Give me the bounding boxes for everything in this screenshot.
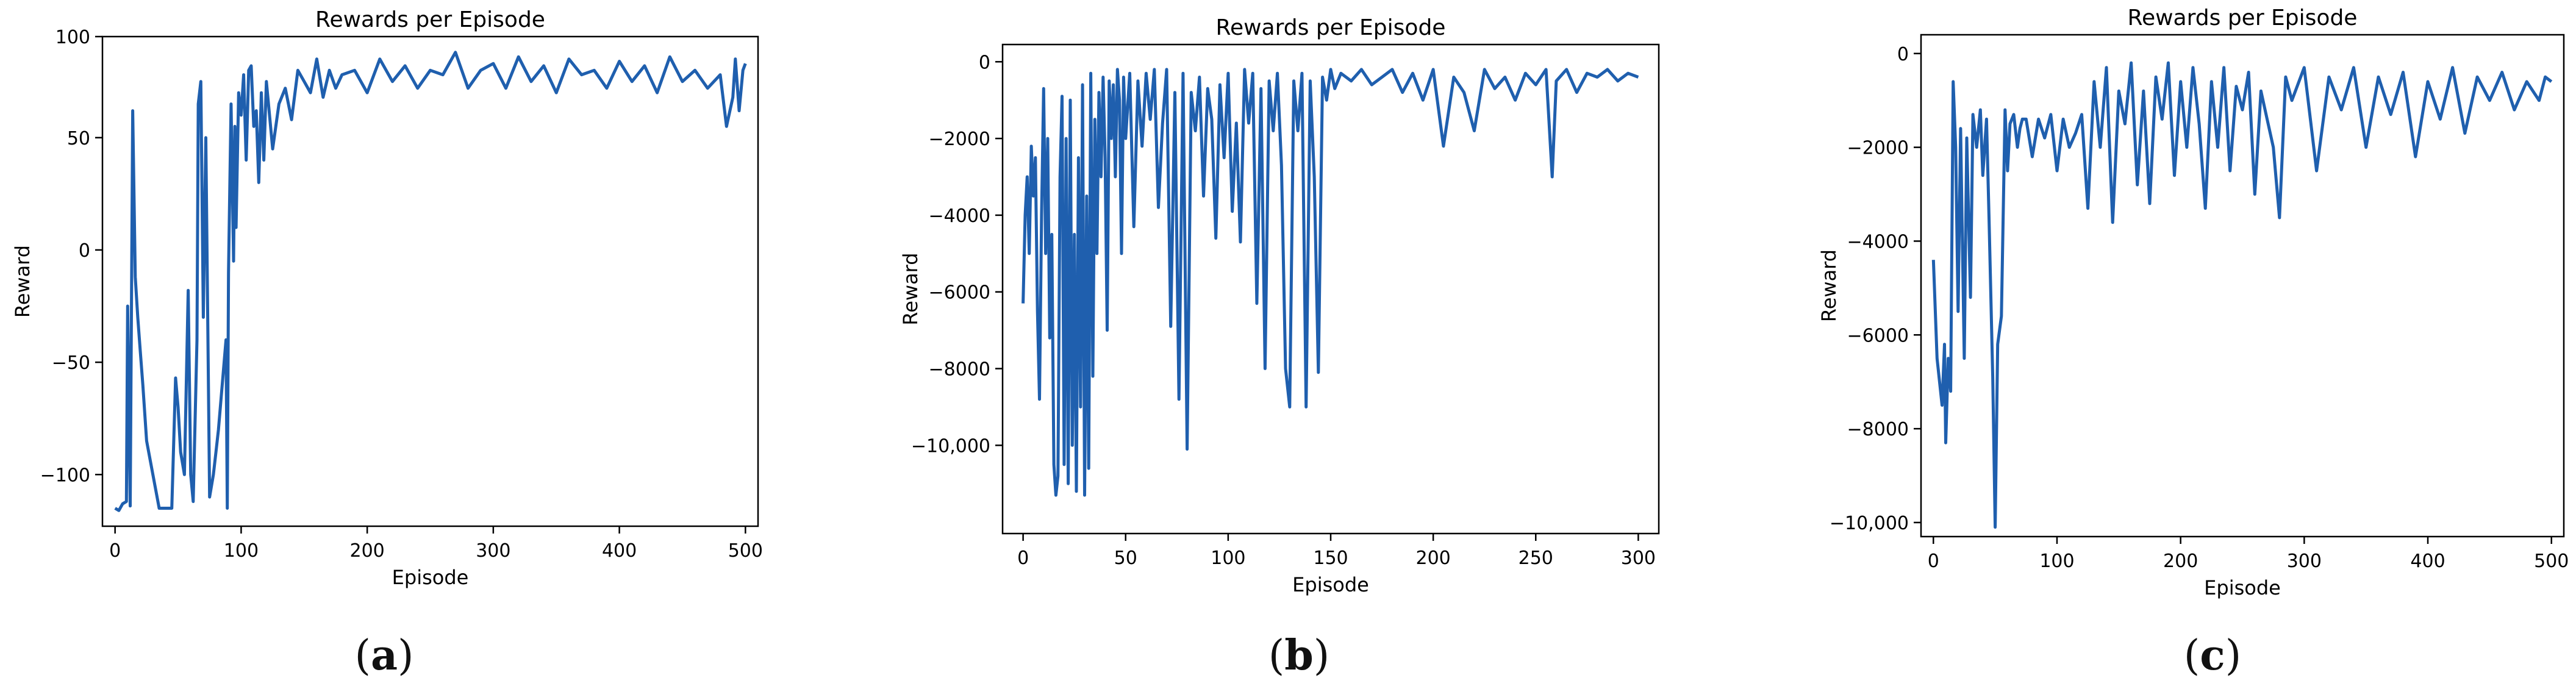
chart-3-y-tick-label: −2000 <box>1847 138 1909 159</box>
chart-3-x-axis-label: Episode <box>2204 576 2281 599</box>
chart-2-x-tick-label: 100 <box>1211 548 1245 569</box>
chart-1-y-tick-label: 100 <box>55 27 90 48</box>
chart-2-x-axis-label: Episode <box>1292 573 1369 596</box>
chart-3-x-tick-label: 100 <box>2039 551 2074 572</box>
chart-2-x-tick-label: 50 <box>1114 548 1137 569</box>
chart-3-x-tick-label: 300 <box>2287 551 2322 572</box>
chart-1-x-tick-label: 400 <box>602 540 637 562</box>
chart-2-y-axis-label: Reward <box>899 252 922 325</box>
chart-3-y-tick-label: −8000 <box>1847 419 1909 440</box>
chart-2-x-tick-label: 0 <box>1017 548 1029 569</box>
chart-3-y-tick-label: −10,000 <box>1830 513 1909 534</box>
chart-2-y-tick-label: 0 <box>979 52 990 73</box>
chart-3-y-tick-label: −6000 <box>1847 325 1909 346</box>
chart-3-y-tick-label: 0 <box>1897 44 1909 65</box>
chart-3-x-tick-label: 200 <box>2163 551 2198 572</box>
chart-1-x-axis-label: Episode <box>392 566 469 589</box>
chart-2-y-tick-label: −4000 <box>929 205 990 227</box>
chart-1-series-line-1 <box>114 51 747 512</box>
chart-1-y-tick-label: −50 <box>52 352 90 374</box>
chart-1-y-tick-label: 0 <box>79 240 90 262</box>
chart-3-x-tick-label: 400 <box>2410 551 2445 572</box>
chart-2-series-line-1 <box>1021 68 1639 497</box>
chart-3-x-tick-label: 500 <box>2534 551 2569 572</box>
chart-2-y-tick-label: −2000 <box>929 129 990 150</box>
chart-2-x-tick-label: 200 <box>1415 548 1450 569</box>
chart-1-x-tick-label: 200 <box>350 540 385 562</box>
chart-2-y-tick-label: −8000 <box>929 359 990 380</box>
chart-1-y-axis-label: Reward <box>11 245 34 318</box>
panel-caption-b: (b) <box>1268 631 1330 680</box>
chart-3-y-tick-label: −4000 <box>1847 231 1909 252</box>
chart-1-x-tick-label: 300 <box>476 540 510 562</box>
chart-1-y-tick-label: 50 <box>67 128 90 149</box>
chart-2-title: Rewards per Episode <box>1216 15 1446 40</box>
chart-2-x-tick-label: 300 <box>1621 548 1656 569</box>
chart-3-title: Rewards per Episode <box>2128 5 2358 30</box>
chart-1-y-tick-label: −100 <box>40 465 90 486</box>
chart-1-x-tick-label: 0 <box>109 540 121 562</box>
chart-1-x-tick-label: 100 <box>224 540 259 562</box>
chart-2-x-tick-label: 150 <box>1313 548 1348 569</box>
chart-3-y-axis-label: Reward <box>1817 249 1841 322</box>
chart-3-series-line-1 <box>1931 61 2553 529</box>
chart-1-plot-frame <box>101 35 759 527</box>
chart-1-x-tick-label: 500 <box>728 540 763 562</box>
chart-1-title: Rewards per Episode <box>315 7 545 32</box>
chart-3-x-tick-label: 0 <box>1928 551 1939 572</box>
chart-3-plot-frame <box>1920 34 2565 538</box>
chart-2-y-tick-label: −10,000 <box>911 435 990 457</box>
chart-2-x-tick-label: 250 <box>1519 548 1553 569</box>
panel-caption-a: (a) <box>354 631 414 680</box>
chart-2-y-tick-label: −6000 <box>929 282 990 304</box>
panel-caption-c: (c) <box>2183 631 2242 680</box>
